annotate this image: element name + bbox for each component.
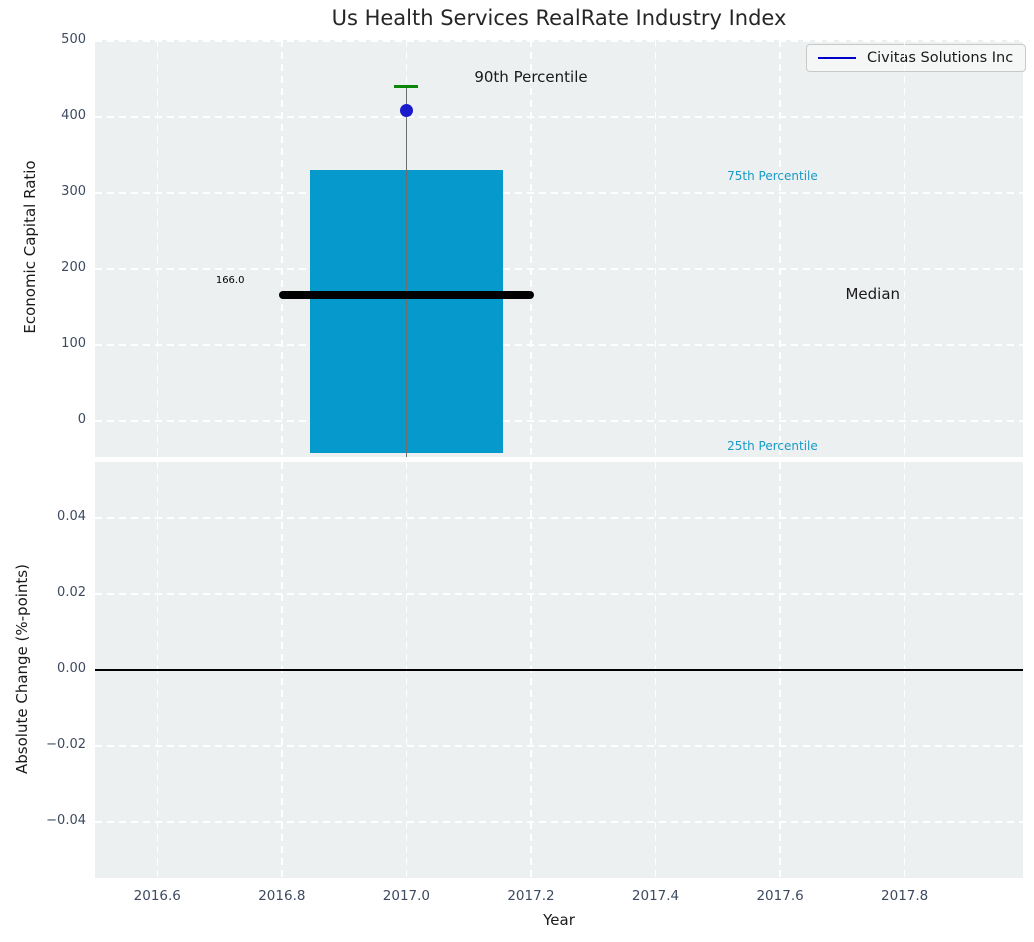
annotation-75th-percentile: 75th Percentile xyxy=(727,168,818,183)
gridline-vertical xyxy=(156,40,159,457)
gridline-horizontal xyxy=(95,420,1023,422)
gridline-horizontal xyxy=(95,745,1023,747)
gridline-vertical xyxy=(281,40,283,457)
gridline-vertical xyxy=(779,40,781,457)
annotation-median: Median xyxy=(845,284,901,303)
whisker-line xyxy=(405,86,408,457)
x-tick-label: 2017.2 xyxy=(507,888,555,904)
gridline-horizontal xyxy=(95,593,1023,595)
y-tick-label: 200 xyxy=(61,260,86,276)
y-tick-label: 100 xyxy=(61,336,86,352)
legend: Civitas Solutions Inc xyxy=(806,44,1027,72)
annotation-166-0: 166.0 xyxy=(215,275,245,287)
legend-line-swatch xyxy=(818,57,856,59)
x-tick-label: 2016.6 xyxy=(133,888,181,904)
gridline-vertical xyxy=(530,40,532,457)
gridline-horizontal xyxy=(95,517,1023,519)
gridline-horizontal xyxy=(95,40,1023,42)
x-tick-label: 2017.0 xyxy=(382,888,431,904)
gridline-horizontal xyxy=(95,268,1023,270)
zero-line xyxy=(95,669,1023,671)
y-tick-label: 0.02 xyxy=(57,584,86,600)
y-tick-label: 0.00 xyxy=(57,661,86,676)
y-tick-label: −0.04 xyxy=(46,813,86,829)
chart-title: Us Health Services RealRate Industry Ind… xyxy=(331,6,787,30)
top-axes-panel xyxy=(95,40,1023,457)
top-y-axis-label: Economic Capital Ratio xyxy=(21,160,39,334)
y-tick-label: 300 xyxy=(61,183,86,199)
gridline-horizontal xyxy=(95,192,1023,194)
y-tick-label: 500 xyxy=(61,31,86,47)
y-tick-label: −0.02 xyxy=(46,737,86,753)
p90-cap xyxy=(394,84,419,89)
y-tick-label: 400 xyxy=(61,107,86,123)
gridline-horizontal xyxy=(95,821,1023,823)
y-tick-label: 0.04 xyxy=(57,508,86,524)
y-tick-label: 0 xyxy=(77,412,86,428)
company-data-point xyxy=(399,104,413,118)
x-tick-label: 2016.8 xyxy=(258,888,306,904)
x-tick-label: 2017.8 xyxy=(881,888,929,904)
x-tick-label: 2017.4 xyxy=(631,888,680,904)
gridline-horizontal xyxy=(95,344,1023,346)
legend-label: Civitas Solutions Inc xyxy=(867,50,1014,66)
x-axis-label: Year xyxy=(543,911,575,929)
gridline-horizontal xyxy=(95,116,1023,118)
gridline-vertical xyxy=(903,40,906,457)
median-line xyxy=(278,290,535,299)
annotation-90th-percentile: 90th Percentile xyxy=(474,67,588,86)
x-tick-label: 2017.6 xyxy=(756,888,804,904)
annotation-25th-percentile: 25th Percentile xyxy=(727,438,818,453)
gridline-vertical xyxy=(654,40,657,457)
